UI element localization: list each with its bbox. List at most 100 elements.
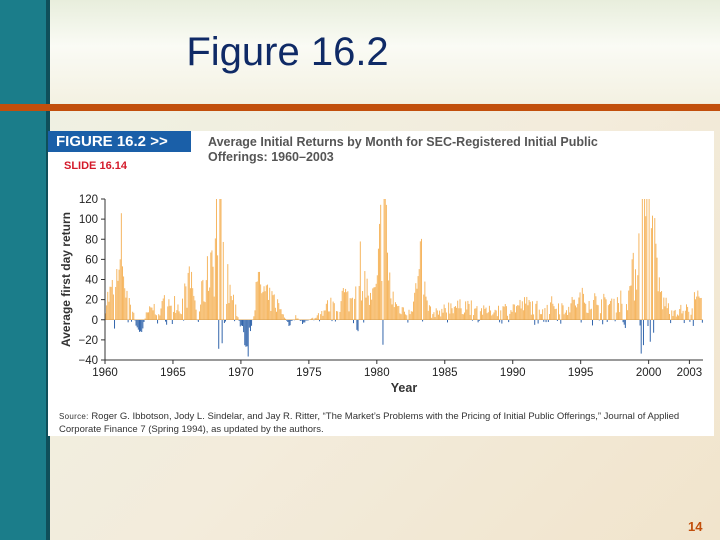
chart-bar: [510, 310, 512, 320]
chart-bar: [474, 308, 476, 320]
chart-bar: [461, 314, 463, 320]
x-tick-label: 1965: [160, 367, 186, 379]
chart-bar: [652, 215, 653, 320]
chart-bar: [604, 297, 606, 320]
chart-bar: [487, 312, 489, 320]
chart-bar: [248, 319, 250, 328]
chart-bar: [689, 319, 691, 322]
chart-bar: [406, 315, 408, 320]
chart-bar: [315, 317, 317, 320]
chart-bar: [454, 306, 456, 320]
chart-bar: [457, 300, 459, 320]
chart-bar: [151, 307, 153, 320]
chart-bar: [483, 305, 485, 320]
chart-bar: [555, 308, 557, 320]
chart-bar: [183, 319, 185, 321]
chart-bar: [538, 309, 540, 320]
chart-bar: [695, 299, 697, 320]
chart-bar: [116, 269, 118, 320]
chart-bar: [143, 319, 145, 322]
chart-bar: [585, 303, 587, 320]
chart-bar: [176, 310, 178, 320]
chart-bar: [479, 311, 481, 320]
chart-bar: [579, 292, 581, 320]
chart-bar: [255, 282, 257, 320]
chart-bar: [281, 314, 283, 320]
chart-bar: [225, 319, 227, 322]
chart-bar: [692, 319, 694, 326]
chart-bar: [592, 319, 593, 326]
y-tick-label: 100: [79, 214, 98, 226]
chart-bar: [126, 290, 128, 320]
chart-bar: [545, 319, 547, 323]
chart-bar: [563, 314, 565, 320]
chart-bar: [167, 306, 169, 320]
chart-bar: [150, 307, 152, 320]
chart-bar: [346, 292, 348, 320]
chart-bar: [265, 285, 267, 320]
chart-bar: [393, 307, 395, 320]
chart-bar: [175, 312, 177, 320]
chart-bar: [437, 314, 439, 320]
chart-bar: [191, 271, 193, 320]
chart-bar: [603, 293, 605, 320]
chart-bar: [108, 301, 110, 320]
x-tick-label: 1975: [296, 367, 322, 379]
left-accent-bar: [0, 0, 46, 540]
chart-bar: [348, 311, 350, 320]
chart-bar: [251, 319, 253, 326]
chart-bar: [244, 319, 246, 346]
chart-bar: [401, 307, 403, 320]
chart-bar: [655, 243, 657, 320]
chart-bar: [193, 295, 195, 320]
chart-bar: [644, 199, 646, 320]
chart-bar: [184, 283, 186, 320]
chart-bar: [614, 319, 616, 322]
chart-bar: [577, 303, 579, 320]
chart-bar: [478, 319, 480, 321]
chart-bar: [337, 311, 339, 320]
chart-bar: [354, 298, 356, 320]
chart-bar: [345, 288, 347, 320]
chart-bar: [498, 305, 499, 320]
chart-bar: [171, 319, 173, 325]
chart-bar: [142, 319, 144, 329]
chart-bar: [368, 304, 370, 320]
figure-panel: FIGURE 16.2 >> SLIDE 16.14 Average Initi…: [48, 131, 714, 436]
chart-bar: [606, 319, 608, 322]
chart-bar: [519, 299, 521, 320]
chart-bar: [676, 314, 678, 320]
chart-bar: [124, 288, 126, 320]
chart-bar: [136, 319, 138, 328]
chart-bar: [588, 301, 590, 320]
chart-bar: [627, 310, 629, 320]
chart-bar: [419, 241, 421, 320]
chart-bar: [526, 296, 528, 320]
chart-bar: [349, 298, 351, 320]
chart-bar: [674, 309, 676, 320]
chart-bar: [161, 301, 163, 320]
chart-bar: [693, 292, 695, 320]
chart-bar: [609, 303, 610, 320]
chart-bar: [350, 298, 352, 320]
chart-bar: [324, 310, 326, 320]
chart-bar: [266, 284, 268, 320]
chart-bar: [211, 250, 213, 320]
chart-bar: [146, 312, 148, 320]
chart-bar: [322, 315, 324, 320]
y-tick-label: 60: [85, 254, 98, 266]
chart-bar: [319, 319, 321, 322]
chart-bar: [433, 312, 435, 320]
chart-bar: [662, 309, 664, 320]
chart-bar: [168, 299, 170, 320]
chart-bar: [536, 300, 538, 320]
chart-bar: [397, 306, 399, 320]
chart-bar: [131, 319, 133, 322]
chart-bar: [206, 256, 208, 320]
chart-bar: [650, 228, 652, 320]
chart-bar: [494, 309, 496, 320]
chart-bar: [445, 312, 447, 320]
chart-bar: [125, 297, 127, 320]
chart-bar: [413, 301, 415, 320]
chart-bar: [186, 307, 188, 320]
